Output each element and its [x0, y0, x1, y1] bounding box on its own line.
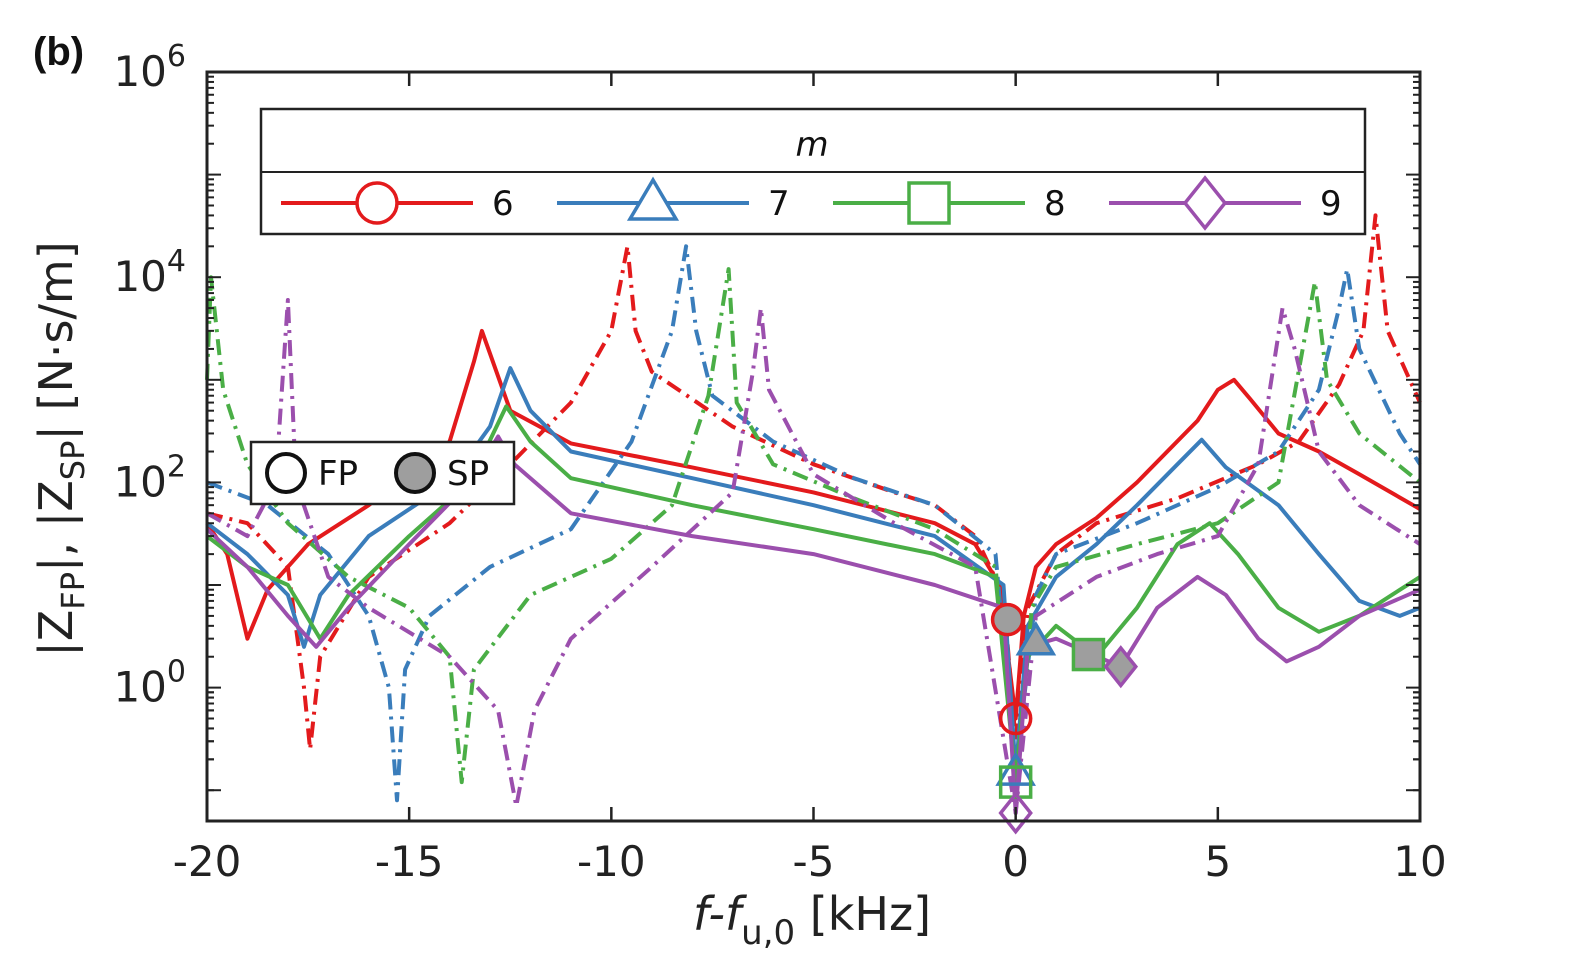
panel-label: (b)	[33, 30, 84, 74]
legend-label-m7: 7	[768, 184, 790, 224]
y-tick-label: 104	[113, 244, 186, 301]
sp-marker-m9	[1103, 645, 1139, 689]
y-tick-label: 106	[113, 39, 186, 96]
y-axis-title: |ZFP|, |ZSP| [N·s/m]	[29, 241, 92, 656]
legend-marker-m9	[1182, 175, 1228, 231]
fp-marker-m9	[998, 791, 1033, 835]
sp-marker-m8	[1071, 637, 1106, 672]
sp-marker-m7	[1015, 621, 1057, 656]
marker-legend-box	[249, 440, 516, 506]
fp-legend-icon	[265, 452, 307, 494]
plot-curves	[205, 213, 1422, 815]
legend-label-m9: 9	[1320, 184, 1342, 224]
axis-ticks	[205, 71, 1422, 821]
sp-marker-m6	[990, 602, 1025, 637]
sp-curve-m8	[205, 267, 1422, 785]
fp-legend-label: FP	[318, 454, 358, 494]
sp-curve-m7	[206, 244, 1422, 803]
x-tick-label: -20	[173, 837, 242, 886]
x-tick-label: -15	[375, 837, 444, 886]
fp-curve-m7	[205, 366, 1421, 775]
fp-marker-m7	[995, 751, 1036, 786]
sp-legend-label: SP	[447, 454, 489, 494]
fp-marker-m8	[998, 765, 1033, 799]
marker-legend: FP SP	[249, 440, 516, 506]
x-tick-label: 10	[1393, 837, 1446, 886]
x-tick-label: -10	[577, 837, 646, 886]
legend-label-m6: 6	[492, 184, 514, 224]
legend-label-m8: 8	[1044, 184, 1066, 224]
x-axis-title: f-fu,0 [kHz]	[693, 887, 931, 953]
legend-marker-m8	[907, 181, 951, 225]
fp-marker-m6	[998, 701, 1033, 736]
x-tick-labels: -20 -15 -10 -5 0 5 10	[173, 837, 1447, 886]
x-tick-label: 0	[1002, 837, 1029, 886]
series-legend: m 6 7 8 9	[259, 107, 1367, 236]
legend-marker-m7	[626, 176, 680, 221]
fp-curve-m9	[205, 434, 1421, 815]
legend-marker-m6	[355, 181, 399, 225]
sp-curve-m9	[206, 298, 1422, 815]
fp-curve-m8	[205, 404, 1422, 785]
x-tick-label: 5	[1204, 837, 1231, 886]
x-tick-label: -5	[793, 837, 835, 886]
sp-legend-icon	[394, 452, 436, 494]
series-legend-title: m	[795, 125, 828, 165]
y-tick-label: 102	[113, 449, 186, 506]
y-tick-labels: 100 102 104 106	[113, 39, 186, 712]
plot-markers	[990, 602, 1139, 835]
y-tick-label: 100	[113, 655, 186, 712]
